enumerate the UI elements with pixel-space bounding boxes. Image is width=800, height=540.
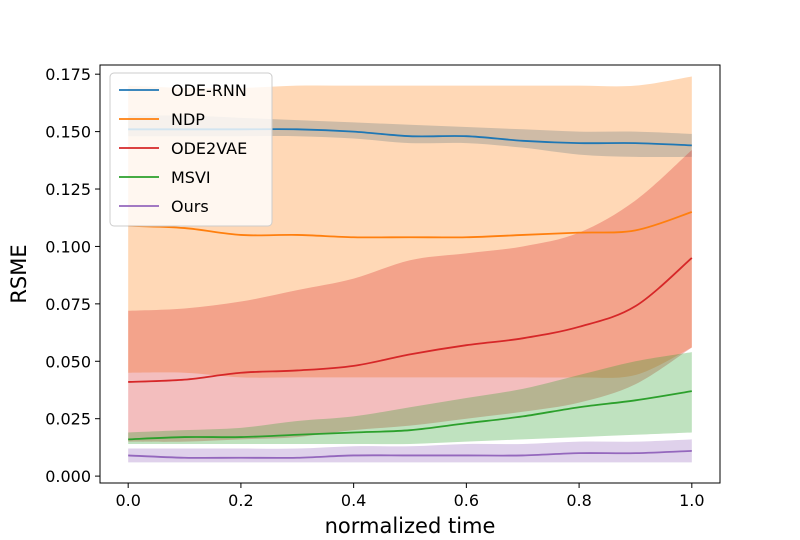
x-tick-label: 0.0 [115, 491, 140, 510]
y-axis-title: RSME [7, 244, 31, 303]
x-tick-label: 0.4 [341, 491, 366, 510]
legend-label-ours: Ours [171, 197, 209, 216]
y-tick-label: 0.075 [45, 295, 91, 314]
ndp-line [128, 211, 693, 239]
confidence-bands [128, 76, 692, 463]
x-axis-title: normalized time [325, 514, 496, 538]
y-tick-label: 0.050 [45, 352, 91, 371]
y-tick-label: 0.000 [45, 467, 91, 486]
legend-label-msvi: MSVI [171, 168, 211, 187]
y-tick-label: 0.125 [45, 180, 91, 199]
legend: ODE-RNN NDP ODE2VAE MSVI Ours [109, 72, 273, 227]
ode2vae-line [128, 257, 693, 383]
legend-label-ndp: NDP [171, 110, 205, 129]
plot-frame [99, 64, 721, 484]
ours-band [128, 439, 692, 463]
ode2vae-band [128, 149, 692, 442]
legend-label-ode2vae: ODE2VAE [171, 139, 247, 158]
legend-box [109, 72, 273, 227]
x-tick-label: 0.6 [454, 491, 479, 510]
y-axis-ticks: 0.000 0.025 0.050 0.075 0.100 0.125 0.150 0.175 [45, 65, 100, 486]
x-tick-label: 0.8 [566, 491, 591, 510]
y-tick-label: 0.175 [45, 65, 91, 84]
msvi-band [128, 352, 692, 445]
legend-label-ode-rnn: ODE-RNN [171, 81, 247, 100]
y-tick-label: 0.025 [45, 410, 91, 429]
msvi-line [128, 390, 692, 441]
x-tick-label: 0.2 [228, 491, 253, 510]
y-tick-label: 0.100 [45, 237, 91, 256]
y-tick-label: 0.150 [45, 123, 91, 142]
ours-line [128, 449, 692, 459]
x-axis-ticks: 0.0 0.2 0.4 0.6 0.8 1.0 [115, 483, 705, 510]
x-tick-label: 1.0 [679, 491, 704, 510]
